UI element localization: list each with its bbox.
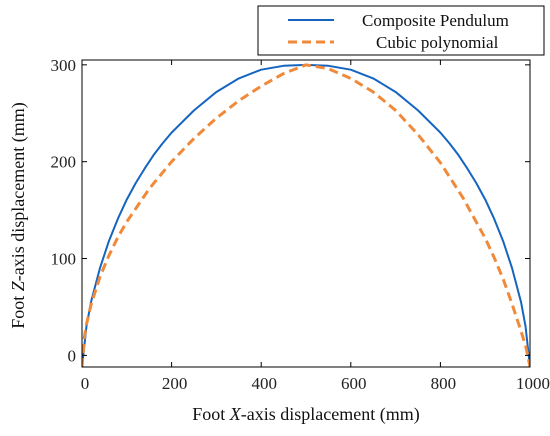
- y-axis-label: Foot Z-axis displacement (mm): [8, 102, 29, 328]
- series-line-composite-pendulum: [82, 63, 530, 367]
- legend-label-cubic-polynomial: Cubic polynomial: [376, 33, 499, 52]
- axes-frame: [81, 59, 531, 368]
- y-tick-label: 200: [51, 153, 77, 172]
- axes: 0 200 400 600 800 1000 0 100 200 300: [51, 56, 550, 393]
- x-tick-label: 0: [81, 374, 90, 393]
- y-tick-label: 300: [51, 56, 77, 75]
- series-line-cubic-polynomial: [82, 63, 530, 367]
- x-tick-label: 200: [162, 374, 188, 393]
- x-tick-label: 400: [251, 374, 277, 393]
- y-tick-label: 0: [68, 346, 77, 365]
- x-axis-label: Foot X-axis displacement (mm): [192, 404, 419, 425]
- x-tick-label: 800: [431, 374, 457, 393]
- x-tick-label: 600: [341, 374, 367, 393]
- plot-area: [82, 63, 530, 367]
- legend-box: [257, 5, 545, 56]
- y-tick-label: 100: [51, 250, 77, 269]
- legend-label-composite-pendulum: Composite Pendulum: [362, 11, 509, 30]
- axis-labels: Foot X-axis displacement (mm) Foot Z-axis…: [8, 102, 420, 425]
- legend: Composite Pendulum Cubic polynomial: [257, 5, 545, 56]
- x-tick-label: 1000: [516, 374, 550, 393]
